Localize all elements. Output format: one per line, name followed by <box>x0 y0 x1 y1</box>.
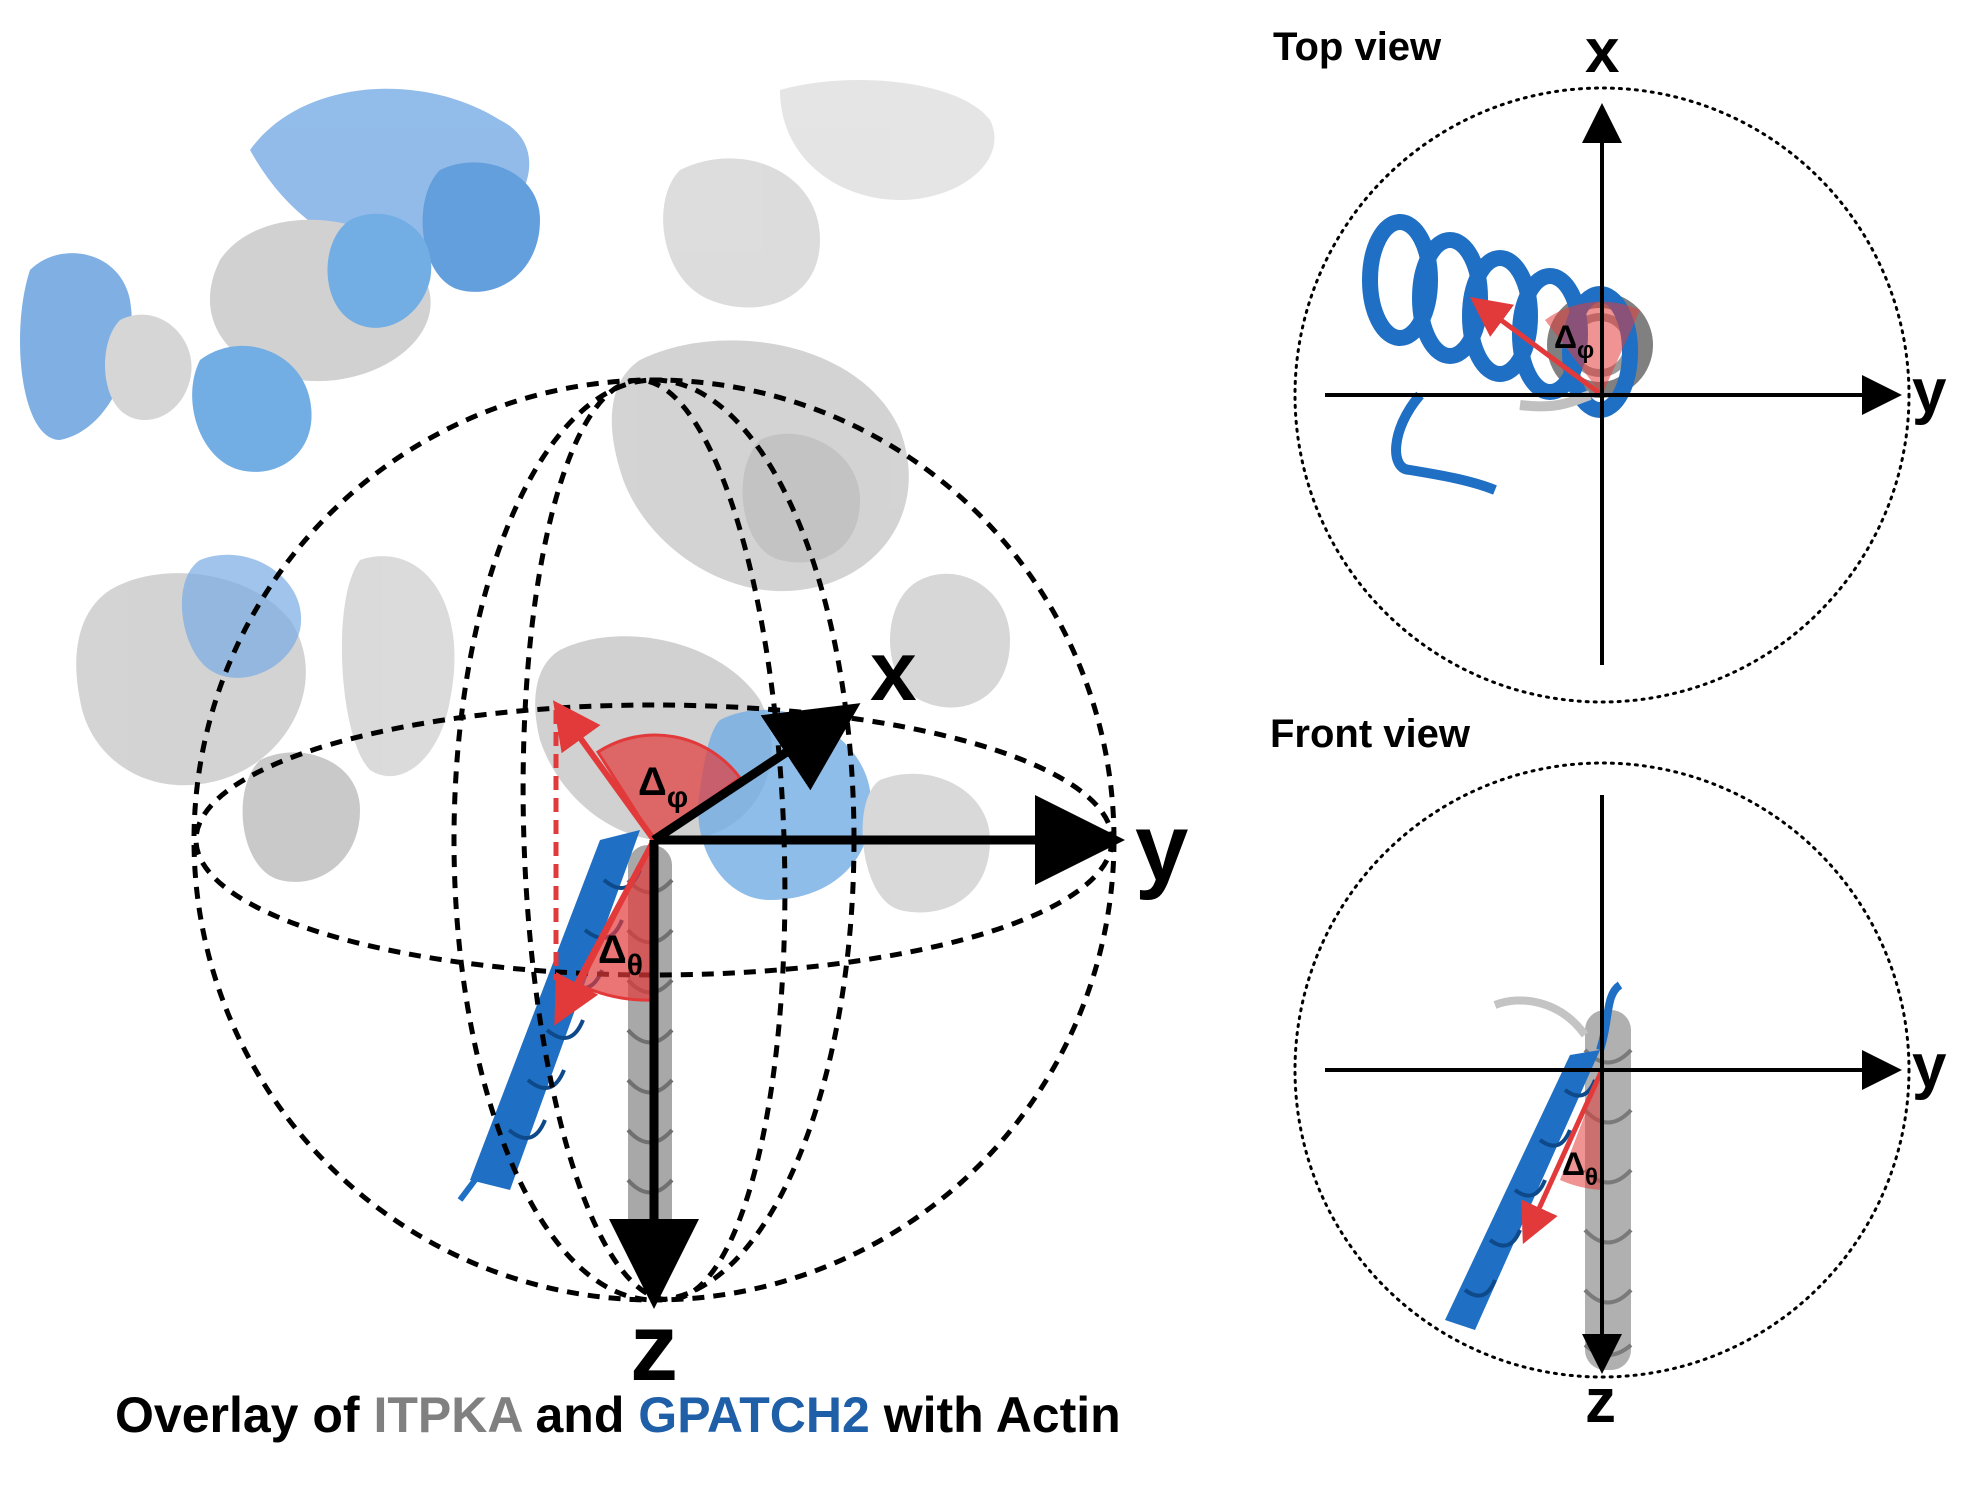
front-z-label: z <box>1585 1367 1616 1436</box>
caption-part1: Overlay of <box>115 1387 373 1443</box>
top-phi-wedge <box>1545 301 1640 395</box>
main-x-axis-arrow <box>651 703 861 844</box>
front-view-title: Front view <box>1270 712 1471 756</box>
main-x-label: x <box>870 624 917 718</box>
actin-domain-lower-left <box>76 554 455 882</box>
phi-wedge <box>595 733 743 843</box>
top-phi-vector <box>1469 297 1604 398</box>
main-phi-label: Δφ <box>638 760 688 814</box>
caption-itpka: ITPKA <box>373 1387 522 1443</box>
caption-part3: with Actin <box>870 1387 1121 1443</box>
top-y-label: y <box>1912 357 1947 426</box>
figure-caption: Overlay of ITPKA and GPATCH2 with Actin <box>115 1387 1121 1443</box>
front-theta-wedge <box>1560 1070 1602 1190</box>
protein-structure-overlay <box>20 80 1010 1265</box>
sphere-meridian-side <box>520 377 788 1303</box>
front-view-circle <box>1293 761 1911 1379</box>
main-z-label: z <box>630 1294 678 1401</box>
top-x-label: x <box>1585 17 1620 86</box>
theta-vector <box>554 838 657 1026</box>
caption-gpatch2: GPATCH2 <box>638 1387 870 1443</box>
gpatch2-helix <box>457 830 642 1202</box>
main-y-label: y <box>1135 794 1188 901</box>
main-axes <box>609 703 1125 1309</box>
front-view-panel: Front view y z Δθ <box>1270 712 1947 1436</box>
top-phi-label: Δφ <box>1554 319 1594 364</box>
front-y-label: y <box>1912 1032 1947 1101</box>
front-theta-vector <box>1521 1068 1605 1245</box>
actin-domain-upper-left <box>20 88 540 472</box>
front-theta-label: Δθ <box>1562 1146 1598 1191</box>
top-view-title: Top view <box>1273 25 1442 69</box>
main-theta-label: Δθ <box>598 928 643 982</box>
top-view-panel: Top view x y Δφ <box>1273 17 1947 704</box>
caption-part2: and <box>522 1387 639 1443</box>
phi-vector <box>552 700 657 842</box>
top-view-circle <box>1293 86 1911 704</box>
angle-vectors <box>552 700 657 1026</box>
